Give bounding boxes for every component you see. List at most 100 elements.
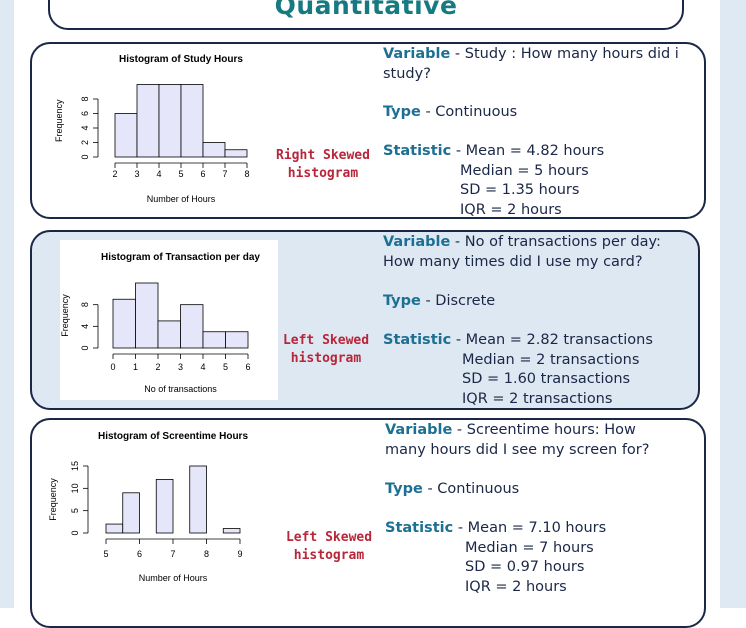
x-tick-label: 1: [133, 362, 138, 372]
histogram-chart: Histogram of Study Hours Number of Hours F…: [54, 54, 250, 204]
skew-note: Left Skewed histogram: [274, 529, 384, 565]
y-tick-label: 4: [80, 125, 90, 130]
y-tick-label: 15: [70, 461, 80, 471]
variable-text: - Screentime hours: How many hours did I…: [385, 422, 650, 458]
bar: [157, 320, 181, 349]
y-tick-label: 8: [80, 96, 90, 101]
type-line: Type - Continuous: [383, 103, 683, 123]
y-tick-label: 8: [80, 302, 90, 307]
y-tick-label: 6: [80, 111, 90, 116]
x-tick-label: 4: [200, 362, 205, 372]
x-tick-label: 0: [110, 362, 115, 372]
skew-line: Left Skewed: [282, 333, 370, 348]
stat-value: IQR = 2 hours: [465, 578, 567, 595]
variable-label: Variable: [383, 46, 451, 62]
type-line: Type - Continuous: [385, 480, 675, 500]
y-axis-label: Frequency: [60, 294, 70, 337]
x-tick-label: 4: [156, 169, 161, 179]
header-title: Quantitative: [274, 0, 458, 20]
variable-line: Variable - No of transactions per day: H…: [383, 233, 683, 272]
statistic-label: Statistic: [385, 520, 454, 536]
stat-value: SD = 1.35 hours: [460, 182, 580, 198]
x-tick-label: 7: [170, 549, 175, 559]
bar: [112, 298, 136, 349]
x-tick-label: 5: [223, 362, 228, 372]
side-strip: [0, 0, 14, 608]
stat-value: - Mean = 2.82 transactions: [455, 332, 653, 348]
bar: [135, 282, 159, 349]
header-box: [48, 0, 684, 30]
x-tick-label: 9: [237, 549, 242, 559]
bar: [136, 84, 160, 158]
y-tick-label: 4: [80, 324, 90, 329]
statistic-line: Statistic - Mean = 7.10 hours: [385, 519, 606, 539]
chart-title: Histogram of Screentime Hours: [98, 431, 248, 442]
bar: [105, 523, 124, 534]
statistic-label: Statistic: [383, 332, 452, 348]
statistic-line: Statistic - Mean = 2.82 transactions: [383, 331, 653, 351]
x-tick-label: 5: [103, 549, 108, 559]
chart-title: Histogram of Transaction per day: [101, 252, 260, 263]
statistic-line: Statistic - Mean = 4.82 hours: [383, 142, 604, 162]
skew-line: histogram: [290, 351, 362, 366]
type-line: Type - Discrete: [383, 292, 683, 312]
skew-line: Right Skewed: [276, 148, 370, 163]
bar: [155, 479, 174, 534]
y-tick-label: 0: [80, 154, 90, 159]
bar: [224, 149, 248, 158]
x-tick-label: 5: [178, 169, 183, 179]
stat-value: IQR = 2 hours: [460, 201, 562, 218]
bar: [158, 84, 182, 158]
variable-label: Variable: [383, 234, 451, 250]
stat-value: - Mean = 7.10 hours: [457, 520, 607, 536]
skew-line: histogram: [293, 548, 365, 563]
statistic-label: Statistic: [383, 143, 452, 159]
x-tick-label: 6: [245, 362, 250, 372]
skew-line: histogram: [287, 166, 359, 181]
stat-value: IQR = 2 transactions: [462, 390, 613, 407]
bar: [122, 492, 140, 534]
variable-label: Variable: [385, 422, 453, 438]
bar: [180, 304, 204, 349]
y-tick-label: 5: [70, 508, 80, 513]
bar: [225, 331, 249, 349]
x-axis-label: Number of Hours: [139, 573, 208, 583]
x-axis-label: Number of Hours: [147, 194, 216, 204]
x-tick-label: 8: [244, 169, 249, 179]
histogram-chart: Histogram of Screentime Hours Number of H…: [48, 431, 248, 583]
x-tick-label: 3: [134, 169, 139, 179]
variable-text: - Study : How many hours did i study?: [383, 46, 679, 82]
x-axis-label: No of transactions: [144, 384, 217, 394]
x-tick-label: 3: [178, 362, 183, 372]
type-text: - Continuous: [422, 481, 520, 497]
bar: [202, 331, 226, 349]
variable-text: - No of transactions per day: How many t…: [383, 234, 661, 270]
histogram-chart: Histogram of Transaction per day No of tr…: [60, 252, 260, 394]
stat-value: Median = 7 hours: [465, 539, 594, 556]
type-text: - Continuous: [420, 104, 518, 120]
chart-background: [60, 240, 278, 400]
type-text: - Discrete: [420, 293, 496, 309]
skew-note: Left Skewed histogram: [271, 332, 381, 368]
y-tick-label: 10: [70, 483, 80, 493]
stat-value: SD = 0.97 hours: [465, 559, 585, 575]
y-tick-label: 0: [70, 530, 80, 535]
x-tick-label: 8: [204, 549, 209, 559]
x-tick-label: 2: [155, 362, 160, 372]
type-label: Type: [385, 481, 423, 497]
bar: [180, 84, 204, 158]
type-label: Type: [383, 104, 421, 120]
stat-value: SD = 1.60 transactions: [462, 371, 631, 387]
x-tick-label: 6: [200, 169, 205, 179]
y-axis-label: Frequency: [54, 99, 64, 142]
skew-line: Left Skewed: [285, 530, 373, 545]
bar: [114, 113, 138, 158]
bar: [202, 142, 226, 158]
side-strip: [720, 0, 746, 608]
x-tick-label: 2: [112, 169, 117, 179]
type-label: Type: [383, 293, 421, 309]
stat-value: Median = 5 hours: [460, 162, 589, 179]
chart-title: Histogram of Study Hours: [119, 54, 243, 65]
skew-note: Right Skewed histogram: [268, 147, 378, 183]
